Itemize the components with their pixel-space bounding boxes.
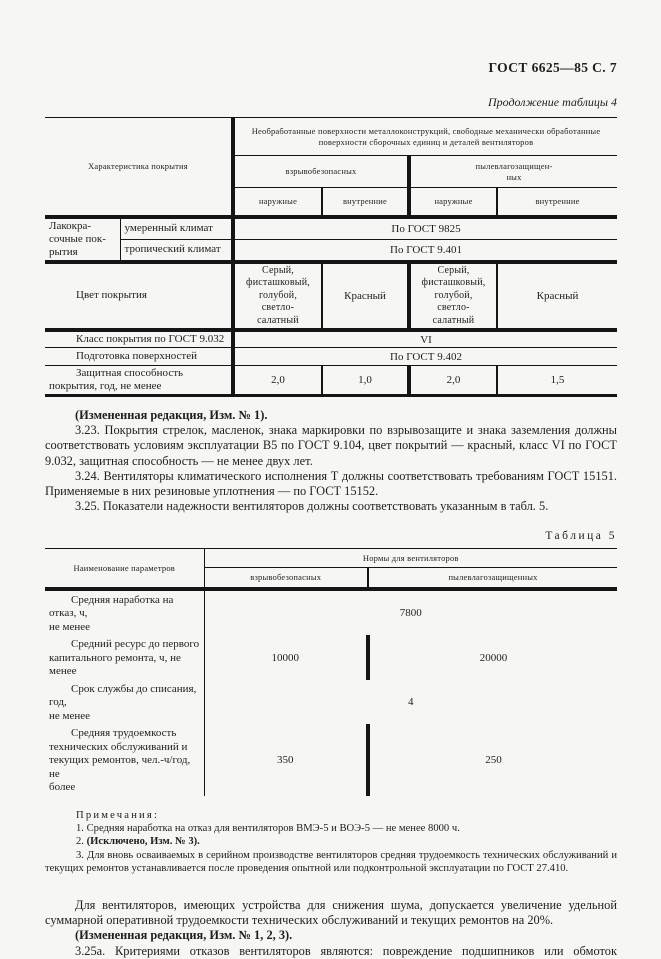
- amended-note-1: (Измененная редакция, Изм. № 1).: [75, 408, 268, 422]
- t4-subheader-outer-2: наружные: [407, 187, 497, 219]
- t4-subheader-outer-1: наружные: [231, 187, 322, 219]
- t4-row-tropical-value: По ГОСТ 9.401: [230, 239, 618, 264]
- t5-row4-label: Средняя трудоемкость технических обслужи…: [49, 727, 191, 794]
- t4-protect-value-4: 1,5: [495, 365, 618, 396]
- t4-row-protect-label: Защитная способность покрытия, год, не м…: [49, 367, 184, 392]
- t5-row4-value-1: 350: [203, 724, 368, 796]
- page-title: ГОСТ 6625—85 С. 7: [488, 60, 617, 75]
- t4-header-characteristic: Характеристика покрытия: [45, 117, 233, 219]
- t4-subheader-inner-2: внутренние: [495, 187, 618, 219]
- clause-3-23: 3.23. Покрытия стрелок, масленок, знака …: [45, 423, 617, 468]
- note-3: 3. Для вновь осваиваемых в серийном прои…: [45, 849, 617, 874]
- t5-row1-label: Средняя наработка на отказ, ч, не менее: [49, 593, 174, 633]
- t4-protect-value-3: 2,0: [407, 365, 497, 396]
- t4-protect-value-1: 2,0: [231, 365, 322, 396]
- t4-color-value-4: Красный: [495, 261, 618, 332]
- note-2: 2. (Исключено, Изм. № 3).: [45, 835, 617, 848]
- t4-color-value-3: Серый, фисташковый, голубой, светло- сал…: [407, 261, 497, 332]
- t5-row2-label: Средний ресурс до первого капитального р…: [49, 638, 200, 678]
- document-page: ГОСТ 6625—85 С. 7 Продолжение таблицы 4 …: [45, 60, 618, 958]
- t4-row-moderate-value: По ГОСТ 9825: [230, 216, 618, 240]
- t5-row2-value-1: 10000: [203, 635, 368, 680]
- t4-row-class-label: Класс покрытия по ГОСТ 9.032: [45, 330, 233, 348]
- t4-header-group-dust: пылевлагозащищен- ных: [406, 155, 618, 188]
- t5-header-params: Наименование параметров: [45, 548, 204, 591]
- t4-color-value-1: Серый, фисташковый, голубой, светло- сал…: [231, 261, 322, 332]
- t5-row1-value: 7800: [203, 588, 618, 636]
- t4-row-moderate-climate: умеренный климат: [119, 216, 233, 240]
- table5-caption: Таблица 5: [545, 530, 617, 543]
- t4-row-prep-label: Подготовка поверхностей: [45, 347, 233, 366]
- notes-heading: Примечания:: [76, 809, 160, 821]
- t4-row-color-label: Цвет покрытия: [45, 261, 233, 332]
- note-1: 1. Средняя наработка на отказ для вентил…: [76, 823, 460, 835]
- t5-row2-value-2: 20000: [365, 635, 618, 680]
- t4-header-span: Необработанные поверхности металлоконстр…: [230, 117, 618, 156]
- t4-header-group-explosion: взрывобезопасных: [231, 155, 409, 188]
- clause-3-24: 3.24. Вентиляторы климатического исполне…: [45, 468, 617, 499]
- table4-coating: Характеристика покрытия Необработанные п…: [45, 117, 618, 397]
- t5-row3-value: 4: [203, 679, 618, 725]
- t5-header-norms: Нормы для вентиляторов: [203, 548, 618, 569]
- table4-caption: Продолжение таблицы 4: [487, 95, 617, 109]
- t5-header-col-explosion: взрывобезопасных: [203, 567, 368, 591]
- note-2-number: 2.: [76, 836, 87, 848]
- table5-reliability: Наименование параметров Нормы для вентил…: [45, 548, 618, 796]
- t5-row4-value-2: 250: [365, 724, 618, 796]
- t4-row-lacquer-label: Лакокра- сочные пок- рытия: [45, 216, 120, 264]
- t4-row-tropical-climate: тропический климат: [119, 239, 233, 264]
- t4-subheader-inner-1: внутренние: [321, 187, 409, 219]
- closing-block: Для вентиляторов, имеющих устройства для…: [45, 898, 617, 959]
- clause-3-25: 3.25. Показатели надежности вентиляторов…: [75, 499, 549, 514]
- note-2-excluded: (Исключено, Изм. № 3).: [86, 836, 200, 848]
- t4-protect-value-2: 1,0: [321, 365, 409, 396]
- t4-color-value-2: Красный: [321, 261, 409, 332]
- t5-header-col-dust: пылевлагозащищенных: [366, 567, 618, 591]
- closing-paragraph: Для вентиляторов, имеющих устройства для…: [45, 897, 617, 928]
- t4-row-prep-value: По ГОСТ 9.402: [230, 347, 618, 366]
- t4-row-class-value: VI: [230, 330, 618, 348]
- t5-row3-label: Срок службы до списания, год, не менее: [49, 682, 197, 722]
- clause-3-25a: 3.25а. Критериями отказов вентиляторов я…: [75, 943, 617, 958]
- notes-block: Примечания: 1. Средняя наработка на отка…: [45, 809, 617, 875]
